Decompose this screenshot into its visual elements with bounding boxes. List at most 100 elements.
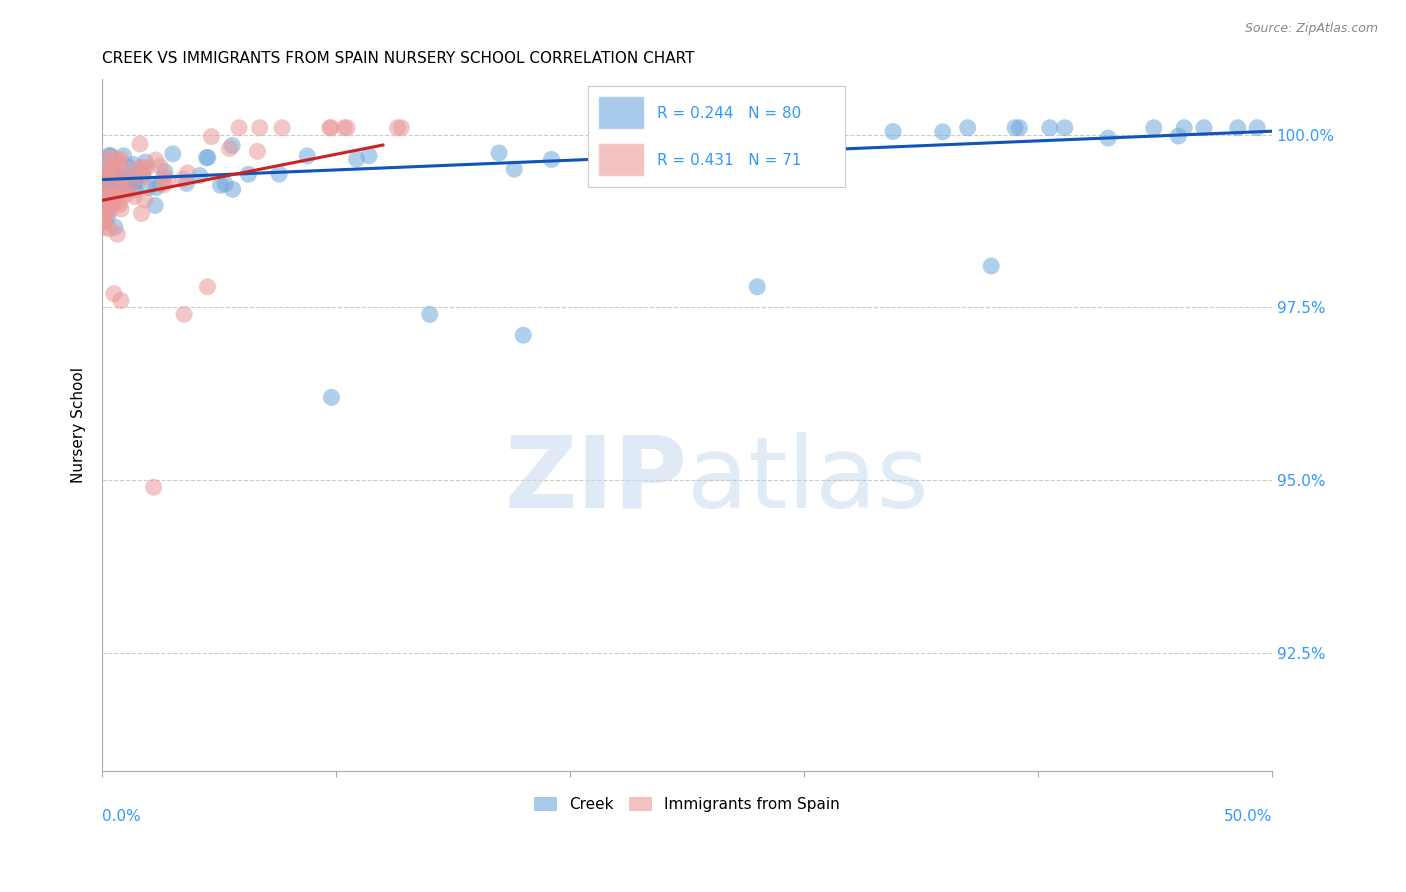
Point bbox=[111, 173, 134, 187]
Point bbox=[103, 180, 125, 194]
Point bbox=[228, 120, 250, 135]
Point bbox=[107, 169, 129, 183]
Point bbox=[419, 307, 441, 321]
Point bbox=[319, 120, 342, 135]
Point bbox=[93, 170, 115, 185]
Point bbox=[121, 175, 143, 189]
Point bbox=[110, 182, 132, 196]
Point bbox=[249, 120, 271, 135]
Point bbox=[271, 120, 294, 135]
Point bbox=[94, 201, 117, 215]
Legend: Creek, Immigrants from Spain: Creek, Immigrants from Spain bbox=[529, 791, 846, 818]
Point bbox=[512, 328, 534, 343]
Point bbox=[1008, 120, 1031, 135]
Point bbox=[1226, 120, 1249, 135]
Point bbox=[124, 171, 146, 186]
Point bbox=[93, 161, 115, 176]
Point bbox=[104, 182, 127, 196]
Point bbox=[111, 169, 134, 184]
Point bbox=[357, 149, 380, 163]
Point bbox=[110, 293, 132, 308]
Point bbox=[132, 170, 155, 185]
Point bbox=[94, 197, 117, 211]
Point bbox=[149, 177, 172, 191]
Point bbox=[93, 200, 115, 214]
Point bbox=[172, 172, 194, 186]
Point bbox=[93, 213, 115, 227]
Point bbox=[209, 178, 232, 193]
Point bbox=[134, 155, 156, 169]
Point bbox=[93, 174, 115, 188]
Point bbox=[108, 197, 131, 211]
Point bbox=[321, 390, 343, 404]
Point bbox=[503, 162, 526, 177]
Point bbox=[115, 169, 138, 183]
Point bbox=[110, 202, 132, 216]
Point bbox=[145, 180, 167, 194]
Point bbox=[110, 153, 132, 167]
Point bbox=[93, 202, 115, 217]
Point bbox=[97, 167, 120, 181]
Point bbox=[387, 120, 409, 135]
Point bbox=[104, 189, 127, 203]
Point bbox=[93, 215, 115, 229]
Point bbox=[176, 166, 198, 180]
Point bbox=[197, 151, 219, 165]
Point bbox=[101, 181, 124, 195]
Point bbox=[104, 220, 127, 235]
Point bbox=[98, 176, 121, 190]
Point bbox=[176, 177, 198, 191]
Point bbox=[98, 222, 121, 236]
Point bbox=[105, 227, 128, 242]
Point bbox=[96, 210, 118, 224]
Point bbox=[108, 172, 131, 186]
Point bbox=[96, 203, 118, 218]
Point bbox=[122, 177, 145, 191]
Point bbox=[1167, 129, 1189, 144]
Point bbox=[336, 120, 359, 135]
Point bbox=[333, 120, 356, 135]
Point bbox=[103, 178, 125, 193]
Point bbox=[221, 138, 243, 153]
Point bbox=[153, 169, 176, 184]
Point bbox=[188, 169, 211, 183]
Point bbox=[142, 480, 165, 494]
Point bbox=[1192, 120, 1215, 135]
Point bbox=[721, 120, 744, 135]
Point bbox=[93, 220, 115, 235]
Text: Source: ZipAtlas.com: Source: ZipAtlas.com bbox=[1244, 22, 1378, 36]
Point bbox=[195, 151, 218, 165]
Point bbox=[107, 194, 129, 209]
Point bbox=[153, 178, 176, 192]
Point bbox=[932, 125, 955, 139]
Point bbox=[131, 161, 153, 175]
Point bbox=[98, 189, 121, 203]
Point bbox=[149, 160, 172, 174]
Point bbox=[346, 152, 368, 166]
Point bbox=[214, 177, 236, 191]
Point bbox=[103, 160, 125, 174]
Point bbox=[1173, 120, 1195, 135]
Point bbox=[117, 183, 139, 197]
Point bbox=[93, 182, 115, 196]
Point bbox=[1246, 120, 1268, 135]
Text: 50.0%: 50.0% bbox=[1223, 809, 1272, 823]
Point bbox=[117, 160, 139, 174]
Point bbox=[153, 164, 176, 178]
Point bbox=[111, 183, 134, 197]
Point bbox=[98, 167, 121, 181]
Point bbox=[124, 175, 146, 189]
Point bbox=[104, 187, 127, 202]
Text: 0.0%: 0.0% bbox=[103, 809, 141, 823]
Point bbox=[269, 167, 291, 181]
Point bbox=[143, 198, 166, 212]
Point bbox=[131, 168, 153, 182]
Point bbox=[540, 153, 562, 167]
Point bbox=[97, 165, 120, 179]
Point bbox=[125, 163, 148, 178]
Point bbox=[1053, 120, 1076, 135]
Point bbox=[134, 161, 156, 176]
Point bbox=[115, 178, 138, 193]
Point bbox=[246, 145, 269, 159]
Point bbox=[107, 169, 129, 183]
